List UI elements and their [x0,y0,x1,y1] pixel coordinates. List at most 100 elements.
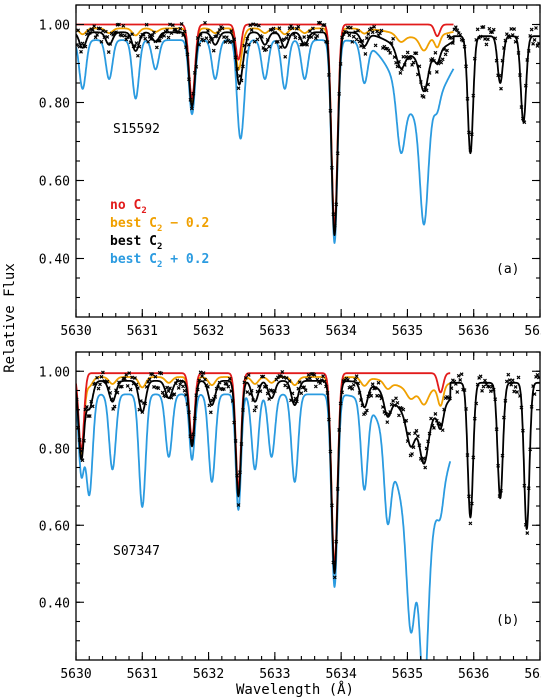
observed-point [83,407,88,412]
observed-point [184,392,188,397]
observed-point [518,73,522,78]
x-tick-label: 5632 [193,667,224,682]
observed-point [203,377,207,382]
observed-point [370,30,375,35]
observed-point [195,387,200,392]
observed-point [128,387,133,392]
observed-point [90,27,95,32]
observed-point [297,36,302,41]
observed-point [512,389,517,394]
observed-point [458,378,463,382]
observed-point [108,390,113,395]
observed-point [119,33,124,38]
observed-point [375,393,379,398]
observed-point [347,33,352,38]
observed-point [464,406,468,411]
observed-point [507,378,512,383]
observed-point [156,386,161,391]
x-tick-label: 5635 [392,324,423,339]
observed-point [423,85,428,90]
observed-point [188,97,193,102]
observed-point [370,382,375,387]
observed-point [439,422,444,427]
observed-point [453,382,458,386]
model-curve-no-c2 [76,23,455,229]
observed-point [191,91,196,96]
observed-point [169,395,174,400]
observed-point [411,60,416,65]
observed-point [464,64,468,69]
observed-point [280,370,285,374]
observed-point [230,399,235,403]
observed-point [297,380,302,385]
legend-entry: best C2 [110,234,162,252]
observed-point [391,36,396,41]
observed-point [535,44,540,48]
observed-point [445,48,449,53]
observed-point [335,487,340,491]
observed-point [426,82,431,87]
observed-point [305,42,309,47]
observed-point [286,32,291,37]
observed-point [249,27,254,32]
observed-point [386,48,391,53]
observed-point [87,414,92,419]
observed-point [261,374,266,379]
observed-point [128,40,133,45]
observed-point [198,370,203,375]
observed-point [407,431,412,436]
observed-point [518,394,522,398]
observed-point [529,27,534,32]
observed-point [394,396,398,401]
observed-point [467,130,471,135]
observed-point [461,38,466,43]
observed-point [181,33,186,38]
x-tick-label: 5634 [325,667,356,682]
x-tick-label: 5635 [392,667,423,682]
plot-area [76,370,540,660]
observed-point [484,42,489,47]
panel-b: 5630 5631 5632 5633 5634 5635 5636 5637 0.40 0.60… [39,351,541,682]
observed-point [82,438,86,443]
observed-point [322,379,327,384]
observed-point [502,45,506,50]
observed-point [404,54,409,59]
observed-point [313,384,318,389]
observed-point [427,71,432,75]
observed-point [144,384,149,389]
observed-point [434,69,439,74]
observed-point [140,410,145,414]
observed-point [130,375,135,380]
observed-point [376,380,381,385]
observed-point [399,67,404,72]
y-axis-label: Relative Flux [2,263,18,373]
observed-point [233,55,238,60]
observed-point [487,26,492,31]
observed-point [312,372,317,377]
observed-point [106,386,111,391]
observed-point [455,28,460,33]
observed-point [175,378,180,383]
x-tick-label: 5631 [127,324,158,339]
observed-point [429,416,433,421]
observed-point [363,411,368,415]
observed-point [468,148,473,152]
observed-point [310,26,315,31]
observed-point [526,49,531,53]
observed-point [353,377,358,382]
observed-point [494,427,499,432]
observed-point [410,62,414,67]
observed-point [417,64,422,69]
observed-point [395,64,400,69]
observed-point [491,387,496,392]
observed-point [240,64,245,69]
observed-point [179,21,184,26]
observed-point [79,49,83,54]
observed-point [351,34,356,39]
observed-point [79,449,83,454]
observed-point [338,401,343,406]
plot-area [76,20,540,244]
observed-point [373,386,378,391]
observed-point [515,35,519,40]
y-tick-label: 0.80 [39,442,70,457]
